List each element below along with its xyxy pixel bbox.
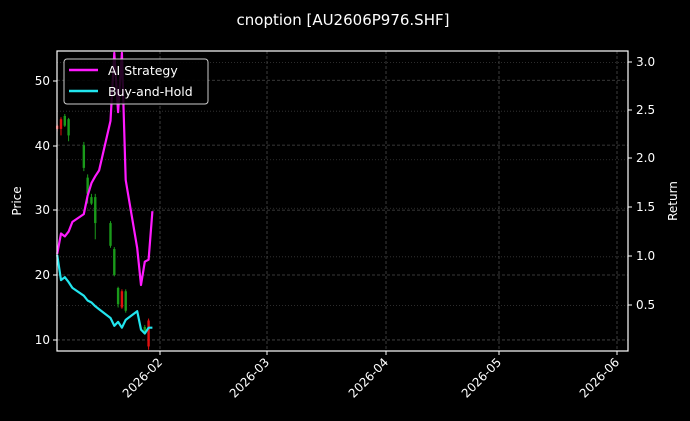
candle-body (120, 291, 124, 308)
candle-body (94, 197, 97, 224)
candle-body (113, 249, 116, 276)
candle-body (116, 288, 120, 305)
y-axis-left: 10 20 30 40 50 (35, 74, 57, 347)
candle-body (86, 177, 89, 194)
candle-body (63, 115, 66, 126)
candle-body (59, 119, 63, 129)
legend-ai-strategy-label: AI Strategy (108, 63, 178, 78)
y-tick-right-label: 1.0 (636, 249, 655, 263)
candle-body (82, 145, 86, 168)
legend: AI Strategy Buy-and-Hold (63, 58, 209, 105)
legend-box (63, 58, 209, 105)
candle-body (147, 320, 150, 347)
y-tick-right-label: 2.5 (636, 103, 655, 117)
y-tick-label: 10 (35, 333, 50, 347)
buy-and-hold-line (56, 254, 153, 335)
legend-buy-and-hold-label: Buy-and-Hold (108, 84, 193, 99)
y-tick-right-label: 3.0 (636, 55, 655, 69)
candle-body (109, 223, 112, 246)
y-axis-right: 0.5 1.0 1.5 2.0 2.5 3.0 (628, 55, 655, 312)
y-tick-label: 30 (35, 203, 50, 217)
candle-body (143, 326, 146, 334)
y-tick-label: 20 (35, 268, 50, 282)
y-axis-right-label: Return (666, 181, 680, 221)
candle-body (90, 197, 93, 204)
lines (56, 51, 154, 335)
y-tick-right-label: 1.5 (636, 200, 655, 214)
ai-strategy-line (56, 51, 154, 287)
candle-body (67, 119, 70, 136)
chart-title: cnoption [AU2606P976.SHF] (237, 11, 450, 29)
y-tick-right-label: 2.0 (636, 151, 655, 165)
y-tick-label: 50 (35, 74, 50, 88)
y-tick-label: 40 (35, 139, 50, 153)
candlesticks (55, 113, 150, 350)
y-axis-label: Price (10, 186, 24, 215)
y-tick-right-label: 0.5 (636, 298, 655, 312)
candle-body (124, 291, 127, 311)
plot-frame (56, 50, 629, 352)
